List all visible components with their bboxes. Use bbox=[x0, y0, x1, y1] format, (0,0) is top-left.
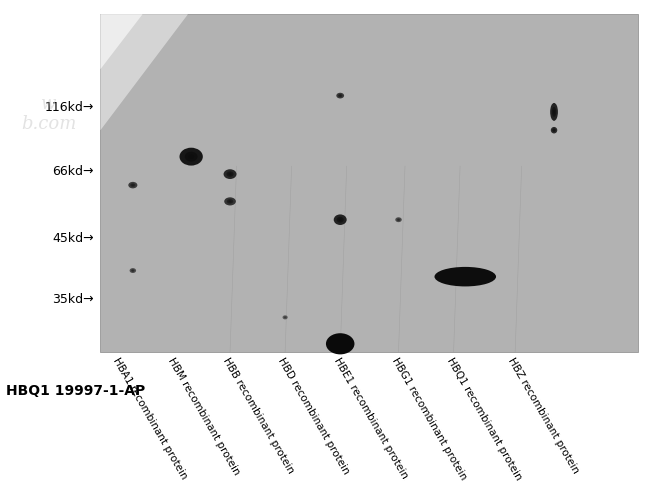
Text: HBD recombinant protein: HBD recombinant protein bbox=[277, 356, 351, 476]
Ellipse shape bbox=[227, 199, 233, 204]
Ellipse shape bbox=[456, 274, 474, 279]
Text: HBM recombinant protein: HBM recombinant protein bbox=[167, 356, 242, 477]
Ellipse shape bbox=[448, 271, 482, 282]
Ellipse shape bbox=[552, 107, 556, 117]
Polygon shape bbox=[100, 14, 188, 130]
Ellipse shape bbox=[553, 129, 555, 131]
Text: HBQ1 recombinant protein: HBQ1 recombinant protein bbox=[445, 356, 524, 482]
Text: HBQ1 19997-1-AP: HBQ1 19997-1-AP bbox=[6, 383, 146, 398]
Ellipse shape bbox=[336, 93, 344, 99]
Text: 35kd→: 35kd→ bbox=[52, 293, 94, 306]
Text: HBA1 recombinant protein: HBA1 recombinant protein bbox=[111, 356, 189, 481]
Ellipse shape bbox=[338, 218, 342, 221]
Ellipse shape bbox=[130, 268, 136, 273]
Ellipse shape bbox=[130, 183, 135, 187]
Ellipse shape bbox=[553, 110, 555, 114]
Ellipse shape bbox=[229, 200, 231, 202]
Ellipse shape bbox=[326, 333, 354, 354]
Ellipse shape bbox=[332, 338, 348, 349]
Text: 66kd→: 66kd→ bbox=[52, 165, 94, 178]
Ellipse shape bbox=[283, 315, 288, 319]
Text: 45kd→: 45kd→ bbox=[52, 232, 94, 245]
Text: HBE1 recombinant protein: HBE1 recombinant protein bbox=[332, 356, 409, 480]
Ellipse shape bbox=[284, 316, 286, 318]
Ellipse shape bbox=[334, 214, 347, 225]
Ellipse shape bbox=[131, 269, 135, 272]
Text: 116kd→: 116kd→ bbox=[45, 101, 94, 114]
Ellipse shape bbox=[188, 155, 194, 159]
Ellipse shape bbox=[224, 197, 236, 206]
Text: HBG1 recombinant protein: HBG1 recombinant protein bbox=[390, 356, 469, 482]
Ellipse shape bbox=[552, 128, 556, 132]
Ellipse shape bbox=[224, 169, 237, 179]
Ellipse shape bbox=[441, 269, 490, 284]
Ellipse shape bbox=[340, 95, 341, 96]
Ellipse shape bbox=[284, 317, 286, 318]
Ellipse shape bbox=[337, 341, 344, 347]
Ellipse shape bbox=[228, 173, 232, 175]
Ellipse shape bbox=[185, 152, 198, 161]
Ellipse shape bbox=[398, 219, 399, 220]
Polygon shape bbox=[100, 14, 143, 69]
Ellipse shape bbox=[397, 218, 400, 221]
Bar bbox=[100, 14, 638, 352]
Text: HBZ recombinant protein: HBZ recombinant protein bbox=[507, 356, 581, 475]
Text: w
b.com: w b.com bbox=[21, 94, 76, 133]
Ellipse shape bbox=[132, 184, 134, 186]
Ellipse shape bbox=[551, 127, 557, 134]
Ellipse shape bbox=[128, 182, 137, 189]
Ellipse shape bbox=[550, 103, 558, 121]
Ellipse shape bbox=[434, 267, 496, 286]
Ellipse shape bbox=[338, 94, 342, 97]
Ellipse shape bbox=[227, 172, 233, 177]
Ellipse shape bbox=[395, 217, 402, 222]
Ellipse shape bbox=[337, 217, 344, 223]
Text: HBB recombinant protein: HBB recombinant protein bbox=[222, 356, 296, 475]
Ellipse shape bbox=[179, 148, 203, 166]
Ellipse shape bbox=[132, 270, 133, 271]
